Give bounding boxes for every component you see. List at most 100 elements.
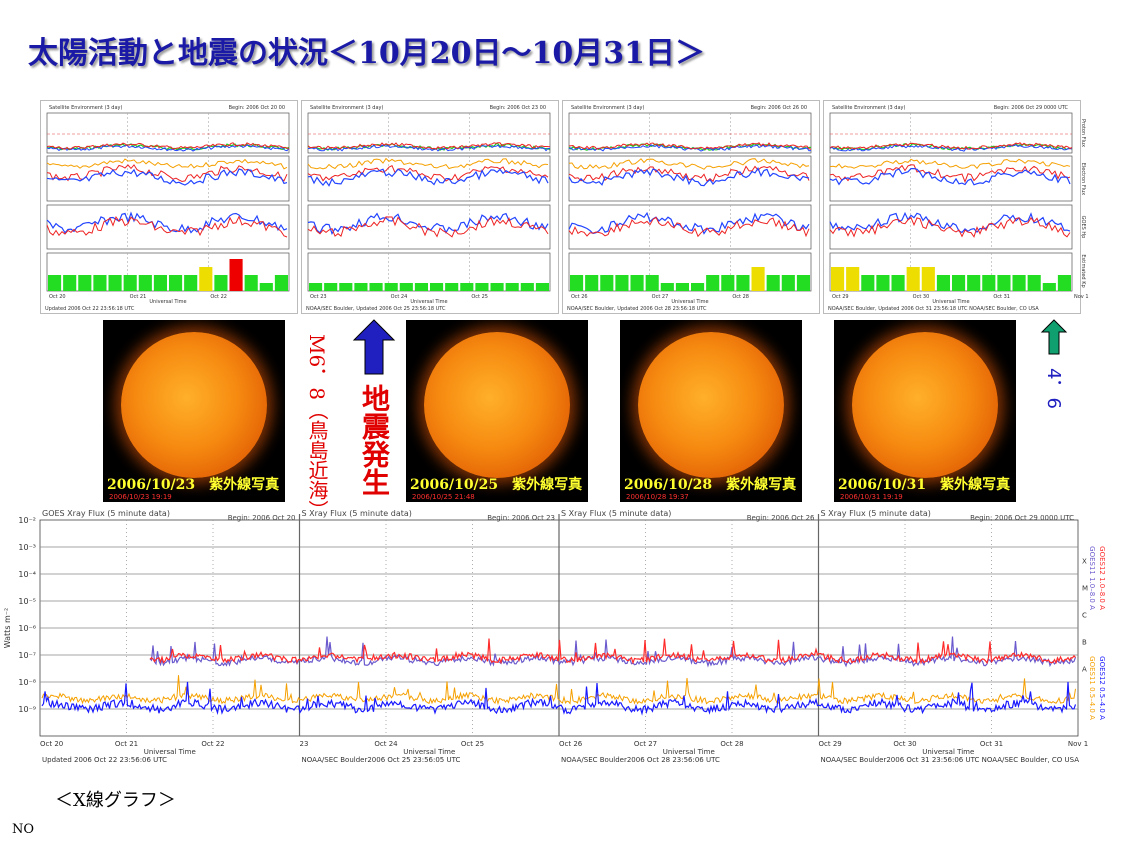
panel-header: Satellite Environment (3 day) [49, 105, 123, 111]
proton-series-c [307, 142, 551, 150]
kp-bar [229, 259, 243, 291]
hp-series-b [307, 216, 549, 238]
xray-date-label: Oct 25 [461, 740, 484, 748]
satellite-panel-3: Satellite Environment (3 day) Begin: 2006… [562, 100, 820, 314]
kp-bar [48, 275, 62, 291]
xray-panel-begin: Begin: 2006 Oct 23 [487, 514, 555, 522]
y-tick-label: 10⁻⁴ [18, 570, 36, 579]
y-tick-label: 10⁻⁶ [18, 624, 36, 633]
date-tick-label: Oct 30 [913, 294, 930, 300]
sun-image-3: 2006/10/28 紫外線写真 2006/10/28 19:37 [620, 320, 802, 502]
kp-bar [445, 283, 459, 291]
proton-series-b [829, 144, 1073, 152]
panel-header: Satellite Environment (3 day) [832, 105, 906, 111]
kp-bar [751, 267, 765, 291]
panel-footer: NOAA/SEC Boulder, Updated 2006 Oct 25 23… [306, 306, 446, 312]
kp-bar [1027, 275, 1041, 291]
satellite-chart-2: Satellite Environment (3 day) Begin: 2006… [306, 105, 551, 312]
proton-series-a [307, 143, 551, 152]
kp-bar [982, 275, 996, 291]
proton-series-c [568, 142, 812, 150]
xray-panel-header: GOES Xray Flux (5 minute data) [42, 509, 170, 518]
xray-panel-footer: Updated 2006 Oct 22 23:56:06 UTC [42, 756, 167, 764]
sun-caption: 2006/10/25 紫外線写真 [410, 477, 583, 493]
kp-bar [309, 283, 323, 291]
kp-bar [675, 283, 689, 291]
kp-bar [93, 275, 107, 291]
kp-bar [169, 275, 183, 291]
kp-bar [244, 275, 258, 291]
kp-bar [123, 275, 137, 291]
sun-timestamp: 2006/10/28 19:37 [626, 493, 689, 501]
xray-legend-entry: GOES12 1.0–8.0 A [1098, 546, 1106, 610]
page-title: 太陽活動と地震の状況＜10月20日～10月31日＞ [28, 36, 705, 71]
satellite-panel-1: Satellite Environment (3 day) Begin: 2006… [40, 100, 298, 314]
kp-bar [153, 275, 167, 291]
xray-axis-label: Universal Time [922, 748, 974, 756]
xray-date-label: Oct 26 [559, 740, 583, 748]
xray-panel-header: S Xray Flux (5 minute data) [821, 509, 931, 518]
xray-axis-label: Universal Time [144, 748, 196, 756]
goes11-short-series [41, 675, 1076, 706]
kp-bar [691, 283, 705, 291]
proton-series-b [46, 144, 290, 152]
footer-note: NO [12, 822, 35, 837]
side-axis-label: Proton Flux [1080, 119, 1086, 147]
y-tick-label: 10⁻³ [18, 543, 36, 552]
satellite-chart-1: Satellite Environment (3 day) Begin: 2006… [45, 105, 290, 312]
kp-bar [585, 275, 599, 291]
hp-series-b [829, 216, 1071, 238]
panel-footer: NOAA/SEC Boulder, Updated 2006 Oct 28 23… [567, 306, 707, 312]
date-tick-label: Nov 1 [1074, 294, 1089, 300]
sun-image-1: 2006/10/23 紫外線写真 2006/10/23 19:19 [103, 320, 285, 502]
kp-bar [214, 275, 228, 291]
kp-bar [630, 275, 644, 291]
kp-bar [63, 275, 77, 291]
xray-panel-begin: Begin: 2006 Oct 20 [228, 514, 296, 522]
y-axis-label: Watts m⁻² [3, 608, 12, 649]
y-tick-label: 10⁻⁵ [18, 597, 36, 606]
panel-header-begin: Begin: 2006 Oct 26 00 [751, 105, 807, 111]
xray-panel-footer: NOAA/SEC Boulder2006 Oct 31 23:56:06 UTC… [821, 756, 1080, 764]
date-tick-label: Oct 29 [832, 294, 849, 300]
satellite-chart-3: Satellite Environment (3 day) Begin: 2006… [567, 105, 812, 312]
sun-image-4: 2006/10/31 紫外線写真 2006/10/31 19:19 [834, 320, 1016, 502]
xray-axis-label: Universal Time [663, 748, 715, 756]
kp-bar [475, 283, 489, 291]
goes12-long-series [149, 638, 1076, 665]
kp-bar [324, 283, 338, 291]
xray-legend-entry: GOES11 0.5–4.0 A [1088, 656, 1096, 720]
kp-bar [952, 275, 966, 291]
kp-bar [1012, 275, 1026, 291]
xray-date-label: Oct 31 [980, 740, 1003, 748]
kp-bar [831, 267, 845, 291]
date-tick-label: Oct 22 [210, 294, 227, 300]
y-tick-label: 10⁻⁹ [18, 705, 36, 714]
date-tick-label: Oct 20 [49, 294, 66, 300]
kp-bar [967, 275, 981, 291]
flare-class-label: A [1082, 666, 1087, 674]
hp-series-a [568, 211, 810, 235]
flare-class-label: X [1082, 558, 1087, 566]
kp-bar [384, 283, 398, 291]
sun-disc [852, 332, 998, 478]
sun-caption: 2006/10/23 紫外線写真 [107, 477, 280, 493]
kp-bar [138, 275, 152, 291]
goes12-short-series [41, 681, 1077, 716]
quake-label: 地震発生 [358, 384, 391, 496]
xray-legend-entry: GOES11 1.0–8.0 A [1088, 546, 1096, 610]
satellite-panel-4: Satellite Environment (3 day) Begin: 2006… [823, 100, 1089, 314]
xray-date-label: Oct 24 [374, 740, 398, 748]
hp-series-b [568, 216, 810, 238]
plot-frame [568, 204, 812, 250]
flare-class-label: B [1082, 639, 1087, 647]
kp-bar [354, 283, 368, 291]
arrow-up-icon [352, 319, 396, 375]
plot-frame [568, 112, 812, 154]
kp-bar [339, 283, 353, 291]
kp-bar [846, 267, 860, 291]
electron-series-c [568, 167, 810, 187]
electron-series-c [46, 168, 288, 186]
sun-image-2: 2006/10/25 紫外線写真 2006/10/25 21:48 [406, 320, 588, 502]
side-axis-label: Estimated Kp [1080, 254, 1086, 287]
